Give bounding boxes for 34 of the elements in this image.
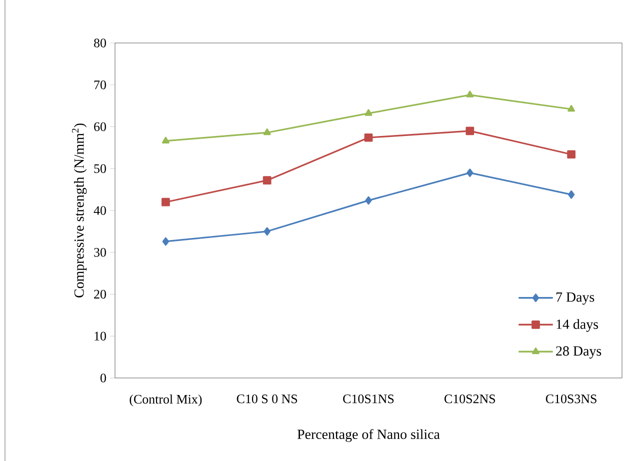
y-tick-label: 50 [94, 164, 106, 173]
point [568, 190, 575, 199]
y-tick-label: 40 [94, 206, 106, 215]
point [264, 227, 270, 236]
x-tick-label: (Control Mix) [130, 394, 202, 406]
point [262, 176, 272, 185]
point [162, 237, 170, 246]
y-axis-title: Compressive strength (N/mm$^{2}$) [72, 124, 87, 298]
point [466, 126, 474, 136]
point [466, 168, 474, 177]
point [568, 104, 576, 112]
x-tick-label: C10S2NS [444, 394, 496, 404]
x-tick-label: C10 S 0 NS [236, 394, 298, 404]
point [364, 109, 372, 116]
legend-label: 14 days [556, 319, 598, 332]
point [162, 198, 170, 206]
y-tick-label: 80 [94, 38, 106, 48]
point [364, 133, 373, 142]
legend-label: 28 Days [556, 346, 602, 359]
point [162, 136, 170, 144]
x-tick-label: C10S1NS [343, 394, 394, 404]
y-tick-label: 70 [94, 80, 106, 90]
y-tick-label: 30 [94, 248, 106, 257]
y-tick-label: 60 [94, 122, 106, 132]
point [567, 150, 576, 159]
y-tick-label: 0 [100, 374, 106, 382]
x-tick-label: C10S3NS [546, 394, 596, 404]
point [466, 90, 474, 98]
y-tick-label: 20 [94, 290, 106, 299]
point [365, 196, 372, 205]
point [263, 128, 271, 136]
y-tick-label: 10 [94, 332, 106, 340]
legend-label: 7 Days [556, 292, 594, 305]
x-axis-title: Percentage of Nano silica [297, 429, 440, 442]
